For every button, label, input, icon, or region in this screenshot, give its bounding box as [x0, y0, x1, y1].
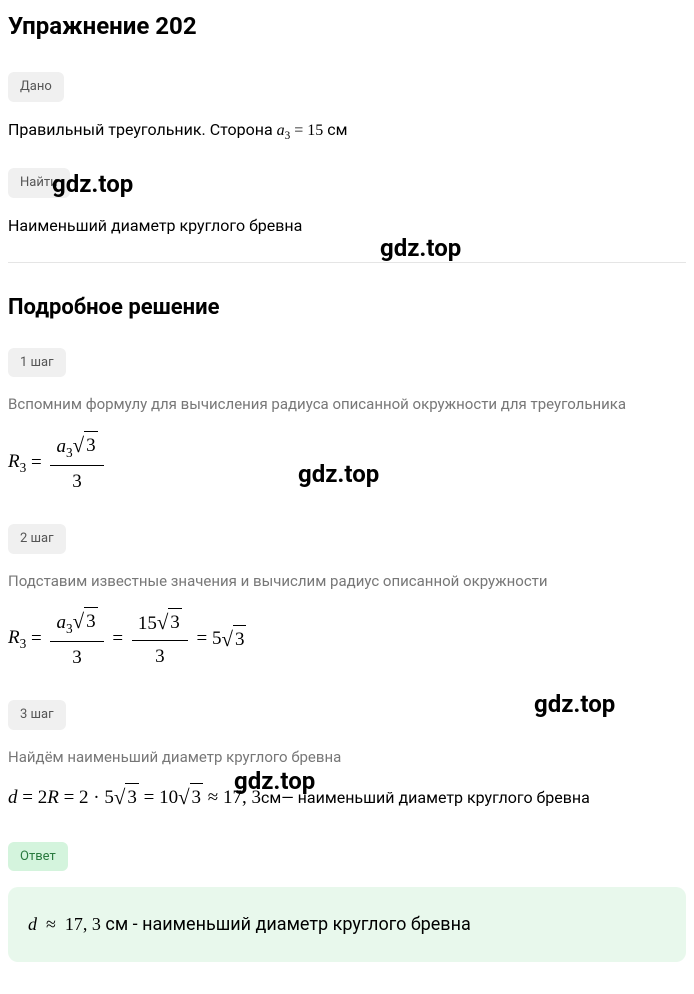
fraction: 15√3 3	[132, 607, 188, 672]
frac-num-sub: 3	[66, 621, 73, 636]
sqrt-sign: √	[73, 430, 84, 461]
sqrt-arg: 3	[190, 783, 204, 813]
find-text: Наименьший диаметр круглого бревна	[8, 214, 686, 238]
step-2-formula: R3 = a3√3 3 = 15√3 3 = 5√3	[8, 606, 686, 672]
sqrt-arg: 3	[168, 608, 182, 638]
sqrt-sign: √	[114, 782, 125, 813]
fraction: a3√3 3	[50, 606, 103, 672]
find-section: Найти Наименьший диаметр круглого бревна	[8, 168, 686, 238]
dot: ·	[89, 784, 105, 813]
step-3-formula: d = 2R = 2 · 5√3 = 10√3 ≈ 17, 3 см — наи…	[8, 782, 686, 813]
solution-heading: Подробное решение	[8, 291, 686, 324]
frac-den: 3	[66, 642, 88, 673]
fraction: a3√3 3	[50, 430, 103, 496]
formula-var: R	[8, 451, 20, 472]
sqrt-arg: 3	[233, 625, 247, 655]
var: R	[47, 784, 59, 813]
suffix-text: — наименьший диаметр круглого бревна	[281, 786, 590, 810]
formula-var: d	[8, 784, 18, 813]
step-badge: 3 шаг	[8, 700, 66, 730]
formula-sub: 3	[20, 636, 27, 651]
sqrt-sign: √	[157, 607, 168, 638]
equals-sign: =	[139, 784, 159, 813]
divider	[8, 262, 686, 263]
given-badge: Дано	[8, 72, 64, 102]
coef: 10	[159, 784, 178, 813]
equals-sign: =	[18, 784, 38, 813]
sqrt-sign: √	[73, 606, 84, 637]
frac-num-coef: 15	[138, 613, 157, 634]
given-section: Дано Правильный треугольник. Сторона a3 …	[8, 72, 686, 144]
given-eq: = 15	[290, 122, 327, 139]
answer-section: Ответ d ≈ 17, 3 см - наименьший диаметр …	[8, 842, 686, 963]
approx-sign: ≈	[42, 914, 61, 934]
page-container: Упражнение 202 Дано Правильный треугольн…	[8, 8, 686, 962]
page-title: Упражнение 202	[8, 8, 686, 44]
find-badge: Найти	[8, 168, 70, 198]
frac-num-var: a	[56, 612, 66, 633]
approx-sign: ≈	[203, 784, 223, 813]
coef-b: 5	[104, 784, 114, 813]
unit: см	[261, 786, 281, 810]
approx-value: 17, 3	[223, 784, 261, 813]
equals-sign: =	[26, 625, 46, 654]
given-text: Правильный треугольник. Сторона a3 = 15 …	[8, 118, 686, 145]
step-description: Подставим известные значения и вычислим …	[8, 570, 686, 593]
sqrt-sign: √	[222, 624, 233, 655]
given-var: a	[277, 122, 285, 139]
sqrt-arg: 3	[84, 431, 98, 461]
step-3: 3 шаг Найдём наименьший диаметр круглого…	[8, 700, 686, 813]
answer-var: d	[28, 914, 37, 934]
equals-sign: =	[192, 625, 212, 654]
rhs-coef: 5	[212, 625, 222, 654]
equals-sign: =	[59, 784, 79, 813]
frac-den: 3	[66, 466, 88, 497]
sqrt-sign: √	[178, 782, 189, 813]
given-prefix: Правильный треугольник. Сторона	[8, 120, 277, 139]
equals-sign: =	[108, 625, 128, 654]
step-1: 1 шаг Вспомним формулу для вычисления ра…	[8, 348, 686, 496]
frac-num-sub: 3	[66, 445, 73, 460]
coef: 2	[38, 784, 48, 813]
sqrt-arg: 3	[125, 783, 139, 813]
step-badge: 1 шаг	[8, 348, 66, 378]
coef-a: 2	[79, 784, 89, 813]
formula-var: R	[8, 627, 20, 648]
answer-badge: Ответ	[8, 842, 68, 872]
formula-sub: 3	[20, 460, 27, 475]
answer-unit: см	[105, 914, 128, 935]
step-description: Вспомним формулу для вычисления радиуса …	[8, 393, 686, 416]
step-2: 2 шаг Подставим известные значения и выч…	[8, 524, 686, 672]
answer-value: 17, 3	[65, 914, 101, 934]
frac-num-var: a	[56, 436, 66, 457]
frac-den: 3	[149, 641, 171, 672]
answer-text: - наименьший диаметр круглого бревна	[133, 914, 471, 935]
equals-sign: =	[26, 449, 46, 478]
given-unit: см	[327, 120, 347, 139]
sqrt-arg: 3	[84, 607, 98, 637]
answer-box: d ≈ 17, 3 см - наименьший диаметр кругло…	[8, 887, 686, 962]
step-1-formula: R3 = a3√3 3	[8, 430, 686, 496]
step-badge: 2 шаг	[8, 524, 66, 554]
step-description: Найдём наименьший диаметр круглого бревн…	[8, 746, 686, 769]
